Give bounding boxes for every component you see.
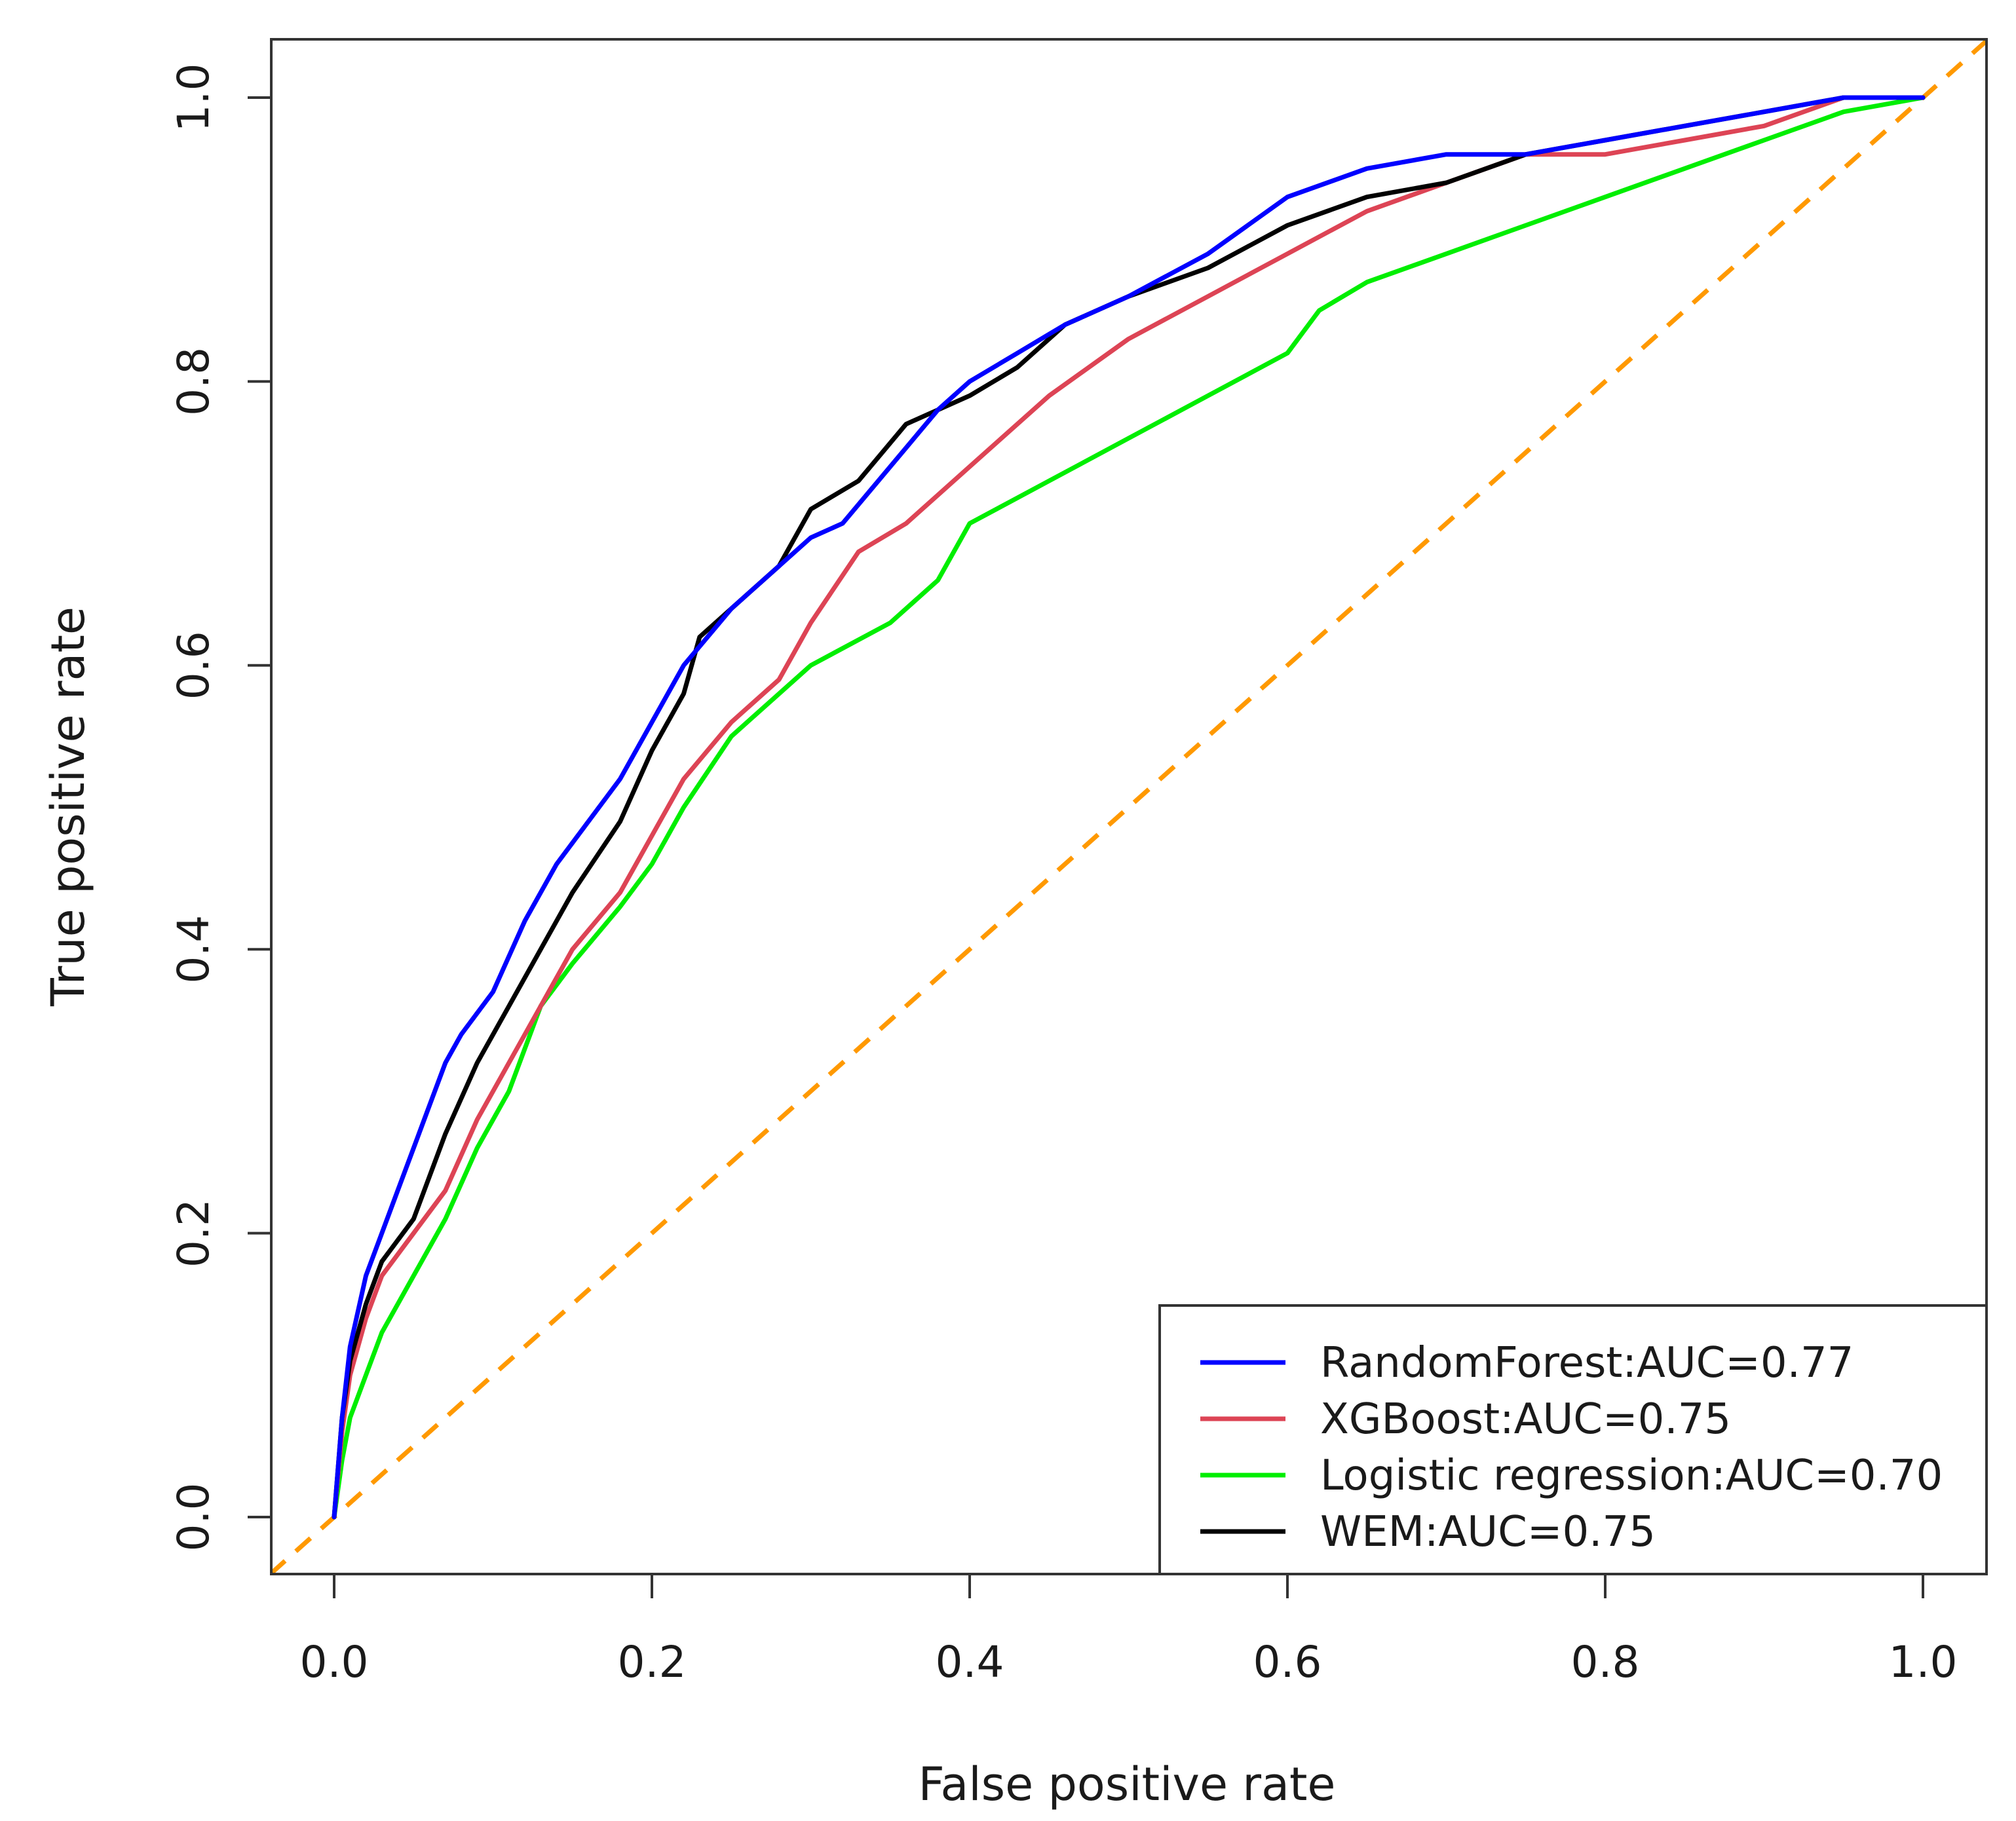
y-tick-label: 0.0 (168, 1483, 219, 1552)
x-tick-label: 0.6 (1253, 1637, 1322, 1687)
roc-line-xgboost (332, 95, 1926, 1520)
x-axis-label: False positive rate (919, 1757, 1336, 1811)
roc-line-logistic-regression (332, 95, 1926, 1520)
y-tick-label: 0.2 (168, 1199, 219, 1267)
x-tick-label: 0.2 (618, 1637, 687, 1687)
legend-entry-xgboost: XGBoost:AUC=0.75 (1320, 1395, 1731, 1444)
roc-line-wem (332, 95, 1926, 1520)
y-axis-label: True positive rate (41, 607, 95, 1007)
y-tick-label: 0.8 (168, 347, 219, 416)
legend-entry-logistic-regression: Logistic regression:AUC=0.70 (1320, 1452, 1943, 1500)
x-tick-label: 0.8 (1571, 1637, 1640, 1687)
x-tick-label: 0.0 (300, 1637, 369, 1687)
roc-line-randomforest (332, 95, 1926, 1520)
x-tick-label: 0.4 (936, 1637, 1004, 1687)
legend-entry-randomforest: RandomForest:AUC=0.77 (1320, 1339, 1854, 1387)
legend-box (1158, 1304, 1988, 1575)
y-tick-label: 1.0 (168, 64, 219, 132)
x-tick-label: 1.0 (1889, 1637, 1958, 1687)
y-tick-label: 0.6 (168, 631, 219, 700)
legend-entry-wem: WEM:AUC=0.75 (1320, 1508, 1656, 1556)
y-tick-label: 0.4 (168, 915, 219, 984)
